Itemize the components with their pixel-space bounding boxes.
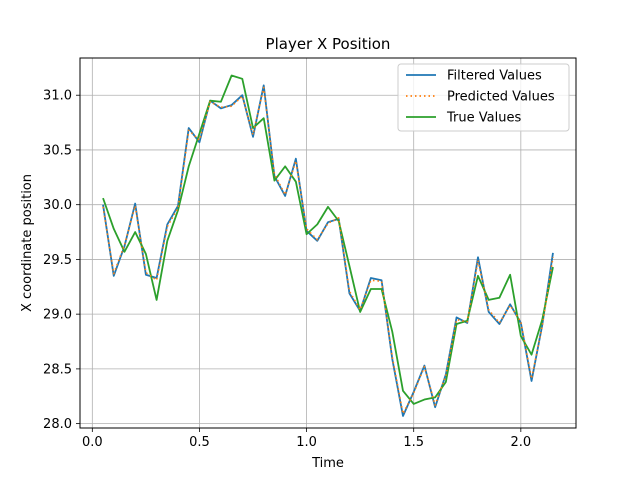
y-tick-label: 29.0 [43, 308, 72, 323]
y-tick-label: 31.0 [43, 89, 72, 104]
chart-title: Player X Position [266, 35, 391, 53]
y-tick-label: 30.0 [43, 198, 72, 213]
plot-frame [79, 57, 577, 429]
y-tick-label: 28.5 [43, 362, 72, 377]
x-tick-label: 1.0 [296, 435, 317, 450]
legend-box [397, 63, 570, 132]
legend-label: True Values [446, 111, 521, 126]
series-layer [102, 74, 554, 417]
legend-label: Predicted Values [447, 90, 555, 105]
legend-label: Filtered Values [447, 69, 542, 84]
x-tick-label: 2.0 [510, 435, 531, 450]
y-axis-label: X coordinate position [20, 174, 35, 312]
legend: Filtered Values Predicted Values True Valu… [397, 63, 570, 132]
x-axis-ticks: 0.0 0.5 1.0 1.5 2.0 [82, 428, 531, 450]
x-tick-label: 0.5 [189, 435, 210, 450]
series-line-true-values [102, 74, 554, 405]
x-tick-label: 0.0 [82, 435, 103, 450]
x-axis-label: Time [311, 456, 344, 471]
y-tick-label: 30.5 [43, 143, 72, 158]
y-tick-label: 28.0 [43, 417, 72, 432]
x-tick-label: 1.5 [403, 435, 424, 450]
y-tick-label: 29.5 [43, 253, 72, 268]
y-axis-ticks: 28.0 28.5 29.0 29.5 30.0 30.5 31.0 [43, 89, 80, 432]
